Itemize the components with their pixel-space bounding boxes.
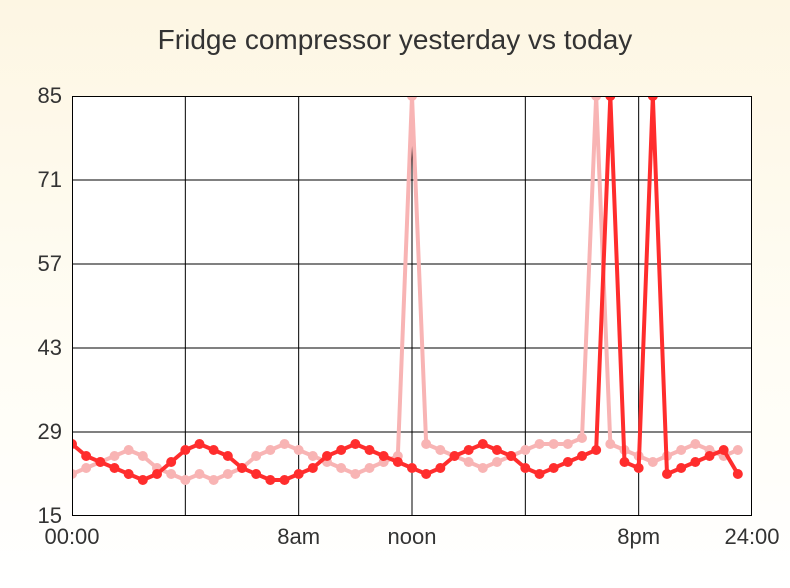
x-tick-label: 8am (259, 524, 339, 550)
y-tick-label: 71 (38, 167, 62, 193)
chart-container: { "chart": { "type": "line", "title": "F… (0, 0, 790, 588)
y-tick-label: 43 (38, 335, 62, 361)
y-tick-label: 29 (38, 419, 62, 445)
x-tick-label: 8pm (599, 524, 679, 550)
chart-title: Fridge compressor yesterday vs today (0, 0, 790, 64)
x-tick-label: noon (372, 524, 452, 550)
x-tick-label: 00:00 (32, 524, 112, 550)
x-tick-label: 24:00 (712, 524, 790, 550)
y-tick-label: 85 (38, 83, 62, 109)
plot-area (72, 96, 752, 516)
chart-svg (72, 96, 752, 516)
y-tick-label: 57 (38, 251, 62, 277)
